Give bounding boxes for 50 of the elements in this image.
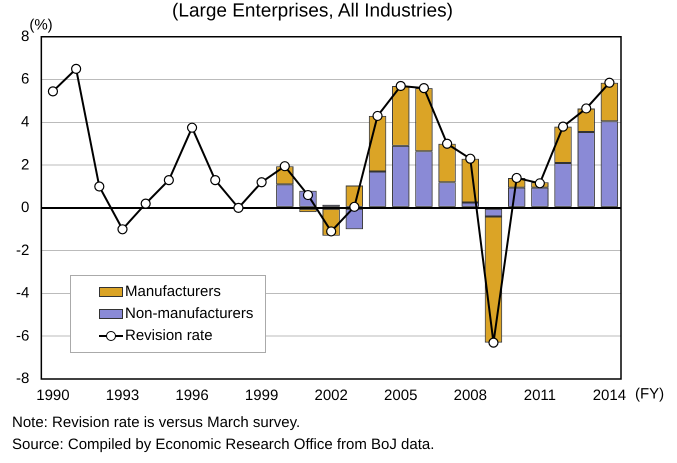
- y-tick-label: -8: [16, 370, 30, 388]
- legend-label: Non-manufacturers: [125, 304, 254, 324]
- x-tick-label: 2008: [454, 387, 487, 404]
- x-tick-label: 1993: [106, 387, 140, 404]
- point: [512, 172, 522, 184]
- point: [465, 154, 476, 164]
- point: [94, 181, 104, 192]
- point: [71, 64, 82, 74]
- y-axis-title: (%): [29, 16, 53, 34]
- point: [233, 202, 244, 213]
- x-tick-label: 2002: [314, 387, 348, 404]
- point: [581, 103, 592, 114]
- point: [164, 174, 174, 186]
- y-tick-label: 0: [20, 199, 30, 216]
- point: [349, 202, 360, 212]
- point: [186, 122, 198, 133]
- point: [442, 138, 452, 149]
- y-tick-label: 6: [20, 70, 30, 88]
- y-tick-label: -6: [16, 327, 30, 344]
- point: [140, 198, 151, 209]
- y-tick-label: 2: [20, 156, 30, 174]
- point: [326, 226, 336, 237]
- text: Note: Revision rate is versus March survey.: [12, 413, 302, 433]
- y-tick-label: -4: [16, 284, 30, 302]
- x-axis-title: (FY): [635, 386, 664, 403]
- point: [48, 86, 58, 96]
- point: [256, 177, 267, 188]
- x-tick-label: 1999: [244, 387, 278, 404]
- source-note: Source: Compiled by Economic Research Office from BoJ data.: [12, 435, 434, 455]
- point: [396, 80, 406, 92]
- point: [280, 161, 290, 172]
- point: [488, 338, 499, 348]
- chart-title: (Large Enterprises, All Industries): [172, 0, 453, 22]
- point: [534, 178, 545, 188]
- point: [372, 110, 383, 122]
- x-tick-label: 1996: [175, 387, 209, 404]
- x-tick-label: 2005: [384, 387, 418, 404]
- legend-label: Manufacturers: [125, 282, 221, 302]
- point: [604, 78, 615, 88]
- y-tick-label: 4: [20, 113, 30, 130]
- point: [210, 174, 220, 186]
- x-tick-label: 2014: [592, 387, 626, 404]
- point: [117, 224, 128, 234]
- y-tick-label: -2: [16, 242, 30, 259]
- legend-label: Revision rate: [125, 326, 213, 346]
- x-tick-label: 2011: [524, 387, 556, 404]
- point: [418, 83, 430, 94]
- y-tick-label: 8: [20, 28, 30, 45]
- point: [558, 122, 568, 132]
- x-tick-label: 1990: [36, 387, 70, 404]
